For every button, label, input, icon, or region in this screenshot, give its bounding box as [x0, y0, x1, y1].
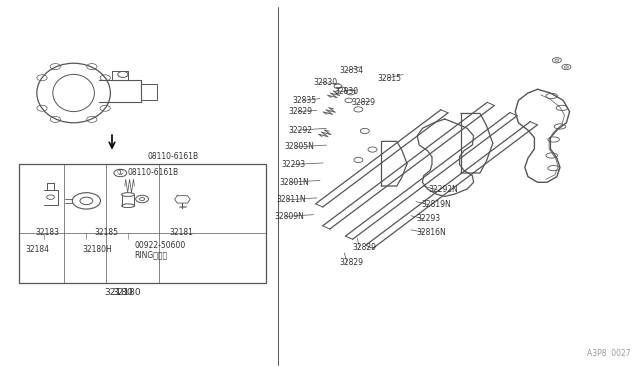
Text: 32184: 32184	[26, 245, 50, 254]
Circle shape	[346, 90, 355, 95]
Text: A3P8  0027: A3P8 0027	[587, 349, 630, 358]
Text: 08110-6161B: 08110-6161B	[128, 169, 179, 177]
Text: 32180: 32180	[112, 288, 141, 296]
Text: RINGリング: RINGリング	[134, 250, 168, 259]
Bar	[19, 164, 266, 283]
Text: 32293: 32293	[416, 214, 440, 223]
Text: 32180H: 32180H	[82, 245, 111, 254]
Text: 08110-6161B: 08110-6161B	[147, 152, 198, 161]
Text: 32180: 32180	[104, 288, 132, 296]
Text: 32811N: 32811N	[276, 195, 306, 204]
Text: 32805N: 32805N	[285, 142, 315, 151]
Text: 32293: 32293	[282, 160, 306, 169]
Text: 32816N: 32816N	[416, 228, 445, 237]
Text: 32830: 32830	[335, 87, 359, 96]
Circle shape	[368, 147, 377, 152]
Text: 00922-50600: 00922-50600	[134, 241, 186, 250]
Text: 32830: 32830	[314, 78, 338, 87]
Text: 32834: 32834	[339, 66, 364, 75]
Text: 32183: 32183	[35, 228, 60, 237]
Text: 32829: 32829	[351, 98, 375, 107]
Text: 32292N: 32292N	[429, 185, 458, 194]
Circle shape	[114, 169, 127, 177]
Text: 32835: 32835	[292, 96, 317, 105]
Text: 32815: 32815	[378, 74, 402, 83]
Text: 32809N: 32809N	[274, 212, 304, 221]
Text: 32185: 32185	[95, 228, 119, 237]
Text: 32829: 32829	[288, 107, 312, 116]
Text: 32801N: 32801N	[279, 178, 308, 187]
Text: ①: ①	[117, 169, 124, 177]
Circle shape	[354, 107, 363, 112]
Text: 32292: 32292	[288, 126, 312, 135]
Text: 32829: 32829	[339, 258, 364, 267]
Circle shape	[354, 157, 363, 163]
Text: 32819N: 32819N	[421, 200, 451, 209]
Circle shape	[360, 128, 369, 134]
Text: 32181: 32181	[170, 228, 193, 237]
Text: 32829: 32829	[352, 243, 376, 252]
